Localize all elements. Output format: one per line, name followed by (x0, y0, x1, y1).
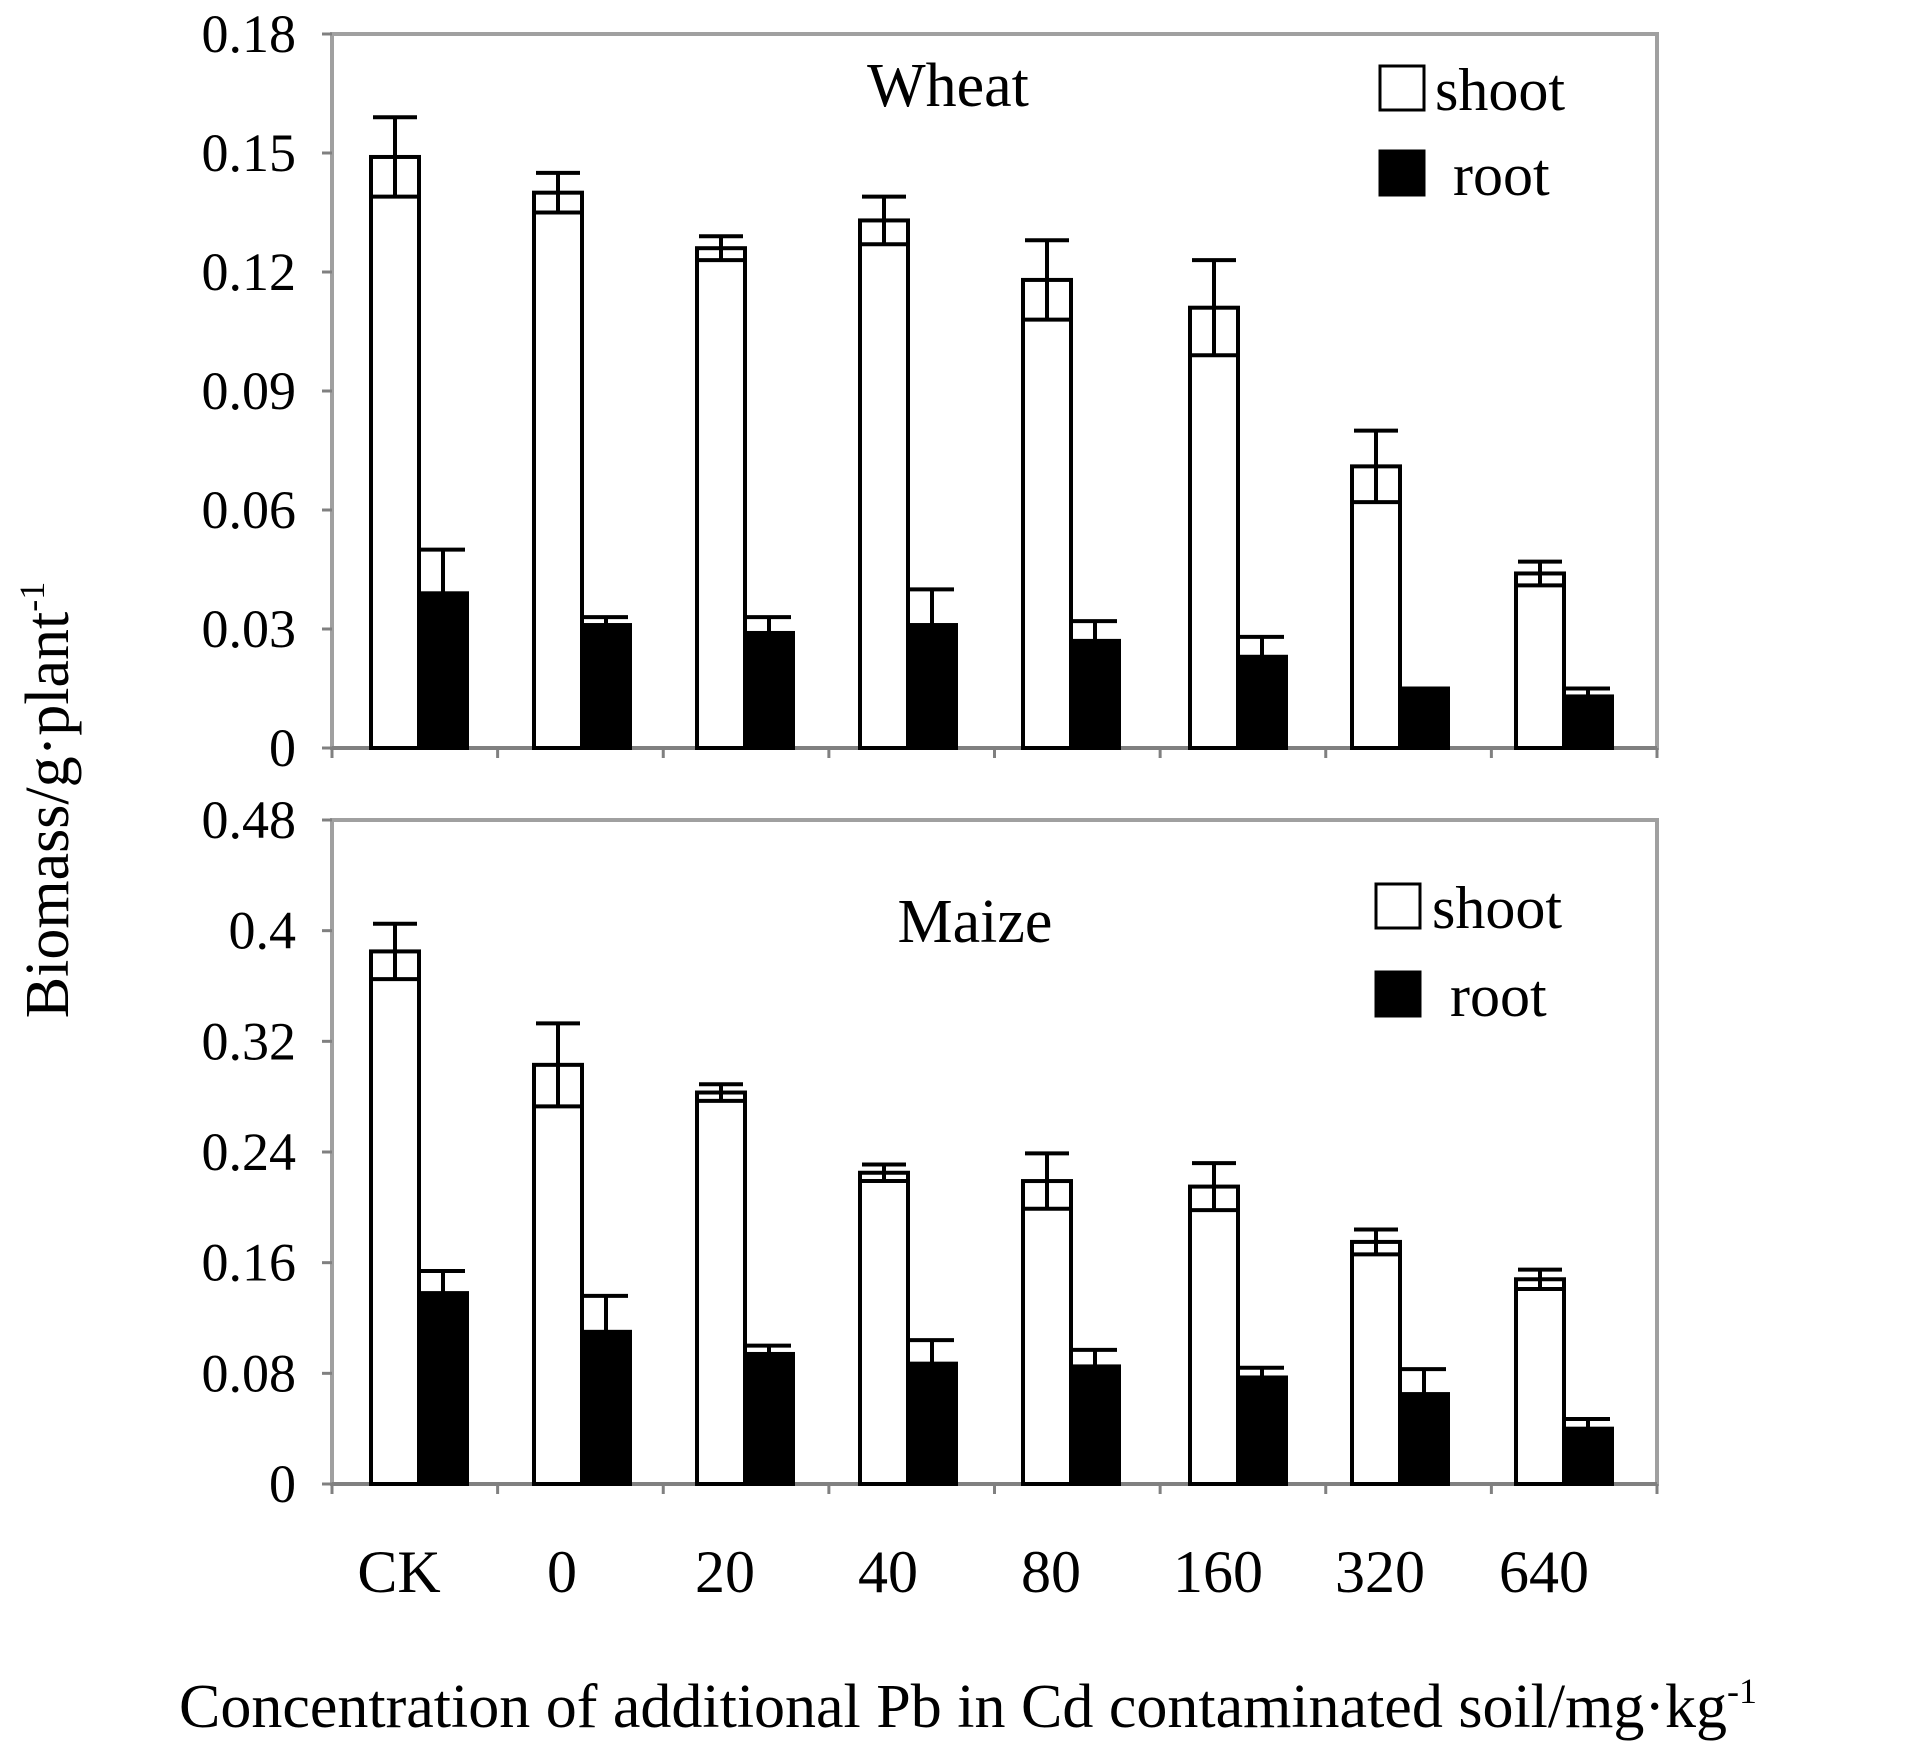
x-tick-label: 20 (695, 1539, 755, 1605)
y-tick-label: 0.4 (229, 901, 297, 961)
root-bar (580, 623, 632, 750)
y-tick-label: 0.18 (202, 4, 297, 64)
x-tick-label: 40 (858, 1539, 918, 1605)
x-axis-title-superscript: -1 (1727, 1671, 1757, 1711)
y-tick-label: 0 (269, 1454, 296, 1514)
root-bar (1236, 1375, 1288, 1486)
y-tick-label: 0.09 (202, 361, 297, 421)
shoot-bar (695, 1090, 747, 1487)
root-bar (1562, 1426, 1614, 1486)
x-tick-label: 80 (1021, 1539, 1081, 1605)
root-bar (417, 591, 469, 750)
shoot-bar (1188, 305, 1240, 750)
shoot-bar (695, 246, 747, 750)
shoot-bar (1514, 571, 1566, 751)
shoot-bar (369, 154, 421, 750)
shoot-bar (1350, 464, 1402, 750)
x-tick-label: 160 (1173, 1539, 1263, 1605)
root-bar (906, 623, 958, 750)
shoot-bar (858, 1170, 910, 1486)
root-bar (1562, 694, 1614, 751)
y-tick-label: 0.15 (202, 123, 297, 183)
shoot-bar (532, 1062, 584, 1486)
y-axis-title: Biomass/g·plant-1 (12, 582, 82, 1018)
y-axis-title-superscript: -1 (12, 582, 52, 612)
shoot-bar (1188, 1184, 1240, 1487)
shoot-bar (858, 218, 910, 750)
y-tick-label: 0.08 (202, 1343, 297, 1403)
maize-panel: 0 0.08 0.16 0.24 0.32 0.4 0.48 Maize shoot root CK… (202, 790, 1659, 1605)
x-tick-label: CK (357, 1539, 440, 1605)
legend-swatch-shoot (1378, 64, 1426, 112)
wheat-panel: 0 0.03 0.06 0.09 0.12 0.15 0.18 Wheat shoot root (202, 4, 1659, 778)
y-tick-label: 0.24 (202, 1122, 297, 1182)
legend-swatch-shoot (1374, 882, 1422, 930)
root-bar (743, 630, 795, 751)
shoot-bar (1021, 1179, 1073, 1487)
y-tick-label: 0.48 (202, 790, 297, 850)
root-bar (1398, 1392, 1450, 1487)
y-tick-label: 0.12 (202, 242, 297, 302)
legend-swatch-root (1378, 149, 1426, 197)
root-bar (1069, 1364, 1121, 1486)
legend-label-root: root (1453, 142, 1550, 208)
y-tick-label: 0.03 (202, 599, 297, 659)
root-bar (743, 1351, 795, 1487)
shoot-bar (1350, 1239, 1402, 1486)
y-tick-label: 0.06 (202, 480, 297, 540)
x-tick-label: 320 (1335, 1539, 1425, 1605)
x-tick-label: 640 (1499, 1539, 1589, 1605)
x-tick-label: 0 (547, 1539, 577, 1605)
y-tick-label: 0.16 (202, 1233, 297, 1293)
y-tick-label: 0.32 (202, 1011, 297, 1071)
root-bar (1236, 654, 1288, 750)
x-axis-title: Concentration of additional Pb in Cd con… (179, 1671, 1757, 1741)
x-axis-title-text: Concentration of additional Pb in Cd con… (179, 1673, 1727, 1741)
y-axis-title-text: Biomass/g·plant (14, 612, 82, 1018)
root-bar (1069, 638, 1121, 751)
legend-label-shoot: shoot (1435, 57, 1565, 123)
root-bar (580, 1329, 632, 1487)
legend-label-root: root (1450, 963, 1547, 1029)
legend-label-shoot: shoot (1432, 875, 1562, 941)
shoot-bar (1514, 1277, 1566, 1487)
shoot-bar (369, 949, 421, 1486)
shoot-bar (532, 190, 584, 750)
root-bar (906, 1361, 958, 1487)
shoot-bar (1021, 277, 1073, 750)
root-bar (1398, 686, 1450, 750)
panel-title: Maize (898, 888, 1053, 956)
root-bar (417, 1291, 469, 1486)
legend-swatch-root (1374, 970, 1422, 1018)
panel-title: Wheat (867, 52, 1029, 120)
y-tick-label: 0 (269, 718, 296, 778)
